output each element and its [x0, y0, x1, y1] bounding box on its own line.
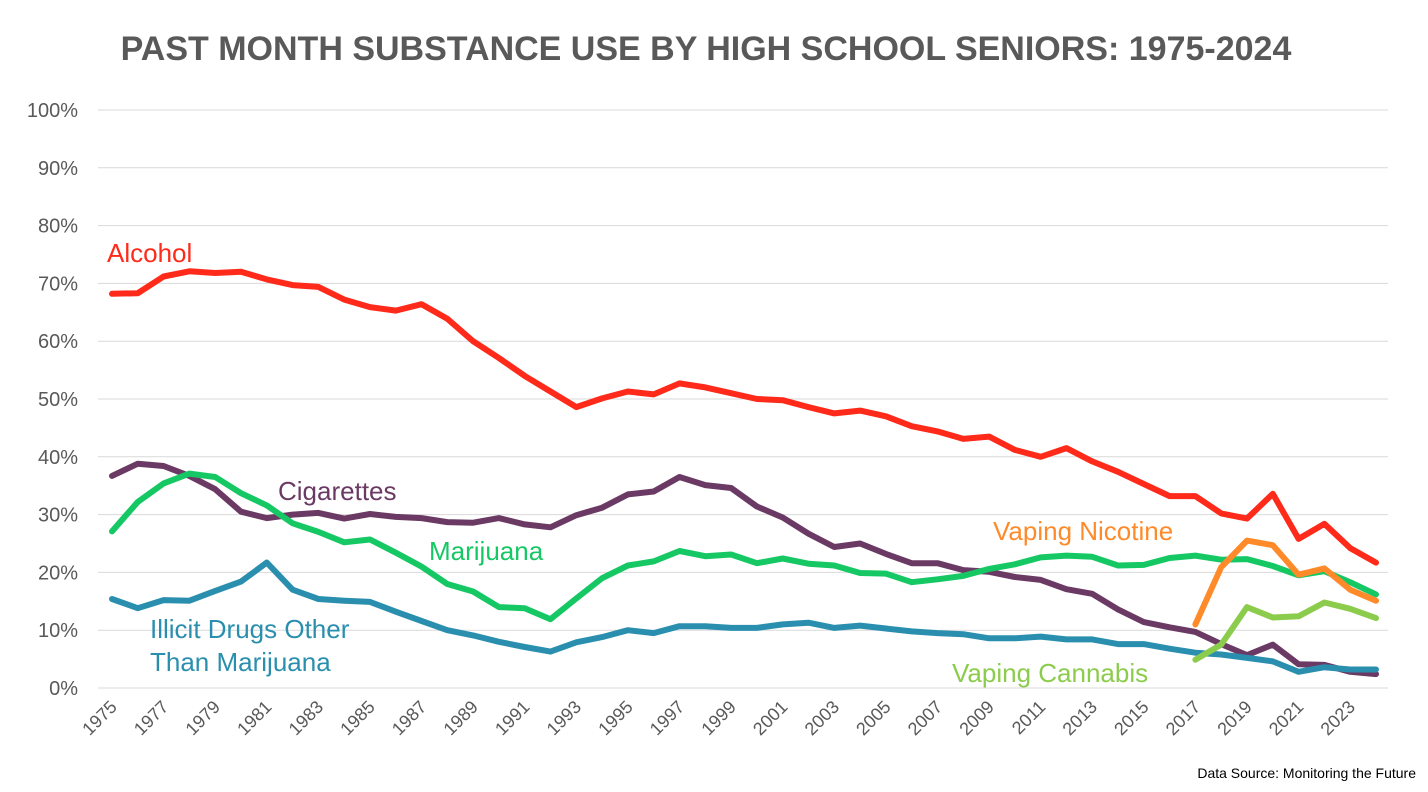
series-line-cigarettes [109, 460, 1379, 678]
x-tick-label: 2017 [1162, 697, 1204, 739]
x-tick-label: 1977 [130, 697, 172, 739]
chart-title: PAST MONTH SUBSTANCE USE BY HIGH SCHOOL … [121, 30, 1292, 68]
x-tick-label: 2001 [749, 697, 791, 739]
x-tick-label: 2023 [1317, 697, 1359, 739]
series-line-illicit-drugs-other-than-marijuana [109, 559, 1379, 675]
x-tick-label: 1991 [491, 697, 533, 739]
y-tick-label: 100% [27, 100, 78, 122]
series-layer [109, 268, 1379, 678]
series-line-marijuana [109, 470, 1379, 623]
x-tick-label: 2007 [904, 697, 946, 739]
y-tick-label: 90% [38, 158, 78, 180]
x-tick-label: 2019 [1213, 697, 1255, 739]
x-tick-label: 2013 [1059, 697, 1101, 739]
series-label-cigarettes: Cigarettes [278, 476, 397, 506]
series-line-vaping-nicotine [1192, 537, 1379, 628]
x-tick-label: 1999 [697, 697, 739, 739]
series-line-vaping-cannabis [1192, 599, 1379, 663]
x-tick-label: 1987 [388, 697, 430, 739]
x-tick-label: 2015 [1110, 697, 1152, 739]
x-tick-label: 1985 [336, 697, 378, 739]
grid-layer [98, 109, 1388, 689]
series-label-illicit-line-1: Illicit Drugs Other [150, 614, 350, 644]
y-tick-label: 60% [38, 331, 78, 353]
x-tick-label: 2009 [955, 697, 997, 739]
y-tick-label: 80% [38, 216, 78, 238]
x-tick-label: 1975 [78, 697, 120, 739]
x-tick-label: 2003 [801, 697, 843, 739]
x-tick-label: 2005 [852, 697, 894, 739]
y-tick-label: 70% [38, 273, 78, 295]
x-tick-label: 1993 [543, 697, 585, 739]
series-label-vaping-nicotine: Vaping Nicotine [993, 516, 1173, 546]
x-tick-label: 1997 [646, 697, 688, 739]
x-axis: 1975 1977 1979 1981 1983 1985 1987 1989 1991 1993… [78, 697, 1359, 739]
y-tick-label: 50% [38, 389, 78, 411]
series-label-marijuana: Marijuana [429, 536, 544, 566]
x-tick-label: 1979 [182, 697, 224, 739]
x-tick-label: 2021 [1265, 697, 1307, 739]
y-axis: 0% 10% 20% 30% 40% 50% 60% 70% 80% 90% 100% [27, 100, 78, 700]
y-tick-label: 30% [38, 505, 78, 527]
x-tick-label: 1983 [285, 697, 327, 739]
y-tick-label: 40% [38, 447, 78, 469]
series-label-vaping-cannabis: Vaping Cannabis [952, 658, 1148, 688]
series-label-alcohol: Alcohol [107, 238, 192, 268]
x-tick-label: 1995 [594, 697, 636, 739]
data-source-note: Data Source: Monitoring the Future [1197, 765, 1416, 781]
series-label-illicit-line-2: Than Marijuana [150, 647, 331, 677]
x-tick-label: 2011 [1008, 697, 1050, 739]
series-line-alcohol [109, 268, 1379, 566]
series-labels: Alcohol Cigarettes Marijuana Illicit Dru… [107, 238, 1173, 688]
y-tick-label: 20% [38, 562, 78, 584]
x-tick-label: 1989 [440, 697, 482, 739]
y-tick-label: 0% [49, 678, 78, 700]
x-tick-label: 1981 [233, 697, 275, 739]
y-tick-label: 10% [38, 620, 78, 642]
